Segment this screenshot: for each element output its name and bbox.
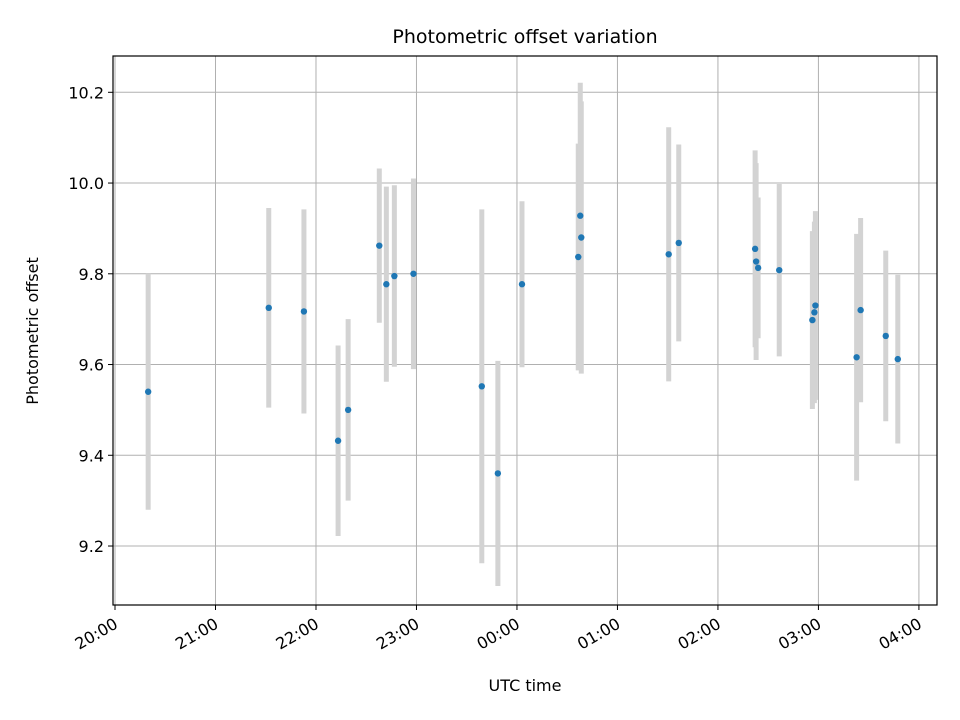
- y-tick-label: 9.2: [79, 537, 104, 556]
- data-point: [811, 309, 818, 316]
- x-axis-label: UTC time: [489, 676, 562, 695]
- data-point: [752, 258, 760, 265]
- data-point: [776, 266, 783, 274]
- data-point: [376, 242, 383, 249]
- data-point: [265, 304, 272, 312]
- y-tick-label: 9.6: [79, 356, 104, 375]
- data-point: [334, 437, 342, 444]
- plot-frame: [112, 55, 938, 606]
- data-point: [853, 354, 860, 361]
- y-tick-label: 9.4: [79, 446, 104, 465]
- data-point: [812, 302, 819, 309]
- data-point: [518, 281, 526, 288]
- data-points: [144, 212, 902, 477]
- chart-title: Photometric offset variation: [392, 26, 657, 48]
- data-point: [300, 308, 308, 315]
- data-point: [882, 332, 889, 340]
- data-point: [391, 272, 398, 280]
- data-point: [575, 253, 582, 261]
- y-tick-label: 10.2: [68, 83, 104, 102]
- y-axis-label: Photometric offset: [23, 257, 42, 405]
- data-point: [665, 251, 672, 258]
- data-point: [577, 212, 584, 219]
- data-point: [894, 355, 902, 363]
- data-point: [344, 406, 352, 414]
- y-tick-label: 9.8: [79, 265, 104, 284]
- data-point: [751, 245, 759, 253]
- data-point: [578, 234, 585, 241]
- data-point: [478, 383, 485, 390]
- data-point: [494, 470, 502, 477]
- data-point: [809, 316, 816, 324]
- grid: [113, 56, 937, 605]
- data-point: [383, 281, 390, 288]
- y-axis-ticks: 9.2 9.4 9.6 9.8 10.0 10.2: [68, 83, 113, 556]
- data-point: [144, 388, 152, 395]
- data-point: [410, 270, 417, 277]
- data-point: [754, 264, 762, 272]
- data-point: [675, 239, 682, 247]
- y-tick-label: 10.0: [68, 174, 104, 193]
- data-point: [857, 306, 864, 314]
